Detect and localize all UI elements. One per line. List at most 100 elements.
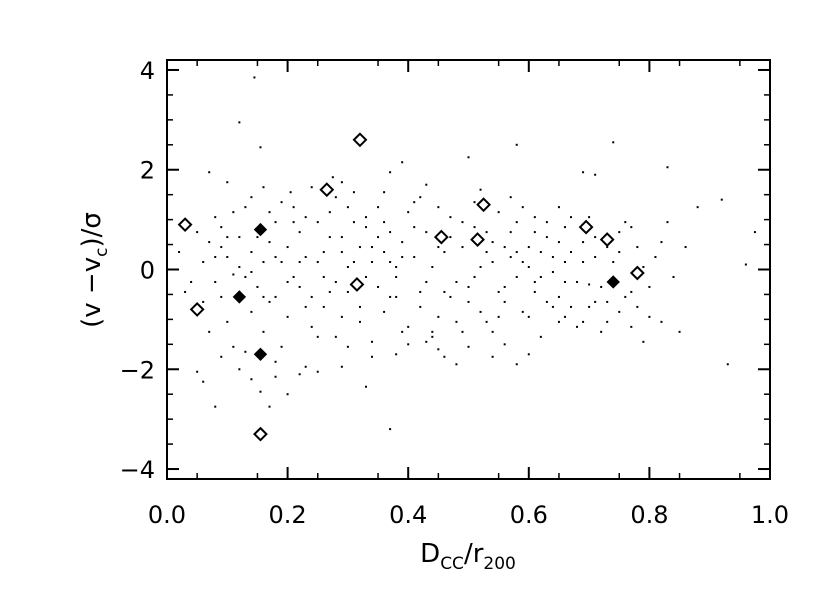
data-point-dot: [539, 251, 542, 254]
data-point-dot: [431, 266, 434, 269]
data-point-open-diamond: [629, 265, 645, 281]
data-point-dot: [322, 251, 325, 254]
data-point-open-diamond: [253, 426, 268, 442]
data-point-dot: [515, 143, 518, 146]
x-axis-label: DCC/r200: [420, 539, 516, 574]
data-point-dot: [485, 231, 488, 234]
data-point-dot: [364, 275, 367, 278]
data-point-dot: [298, 285, 301, 288]
data-point-dot: [744, 263, 747, 266]
data-point-dot: [612, 141, 615, 144]
data-point-dot: [340, 181, 343, 184]
data-point-dot: [479, 266, 482, 269]
data-point-dot: [226, 256, 229, 259]
data-point-dot: [443, 290, 446, 293]
data-point-dot: [582, 320, 585, 323]
data-point-dot: [720, 198, 723, 201]
data-point-dot: [515, 275, 518, 278]
data-point-dot: [527, 353, 530, 356]
data-point-dot: [533, 290, 536, 293]
data-point-dot: [437, 348, 440, 351]
data-point-dot: [425, 280, 428, 283]
data-point-dot: [630, 290, 633, 293]
data-point-open-diamond: [476, 197, 491, 213]
data-point-dot: [214, 405, 217, 408]
data-point-dot: [485, 251, 488, 254]
plot-frame: [166, 59, 771, 480]
data-point-dot: [208, 171, 211, 174]
data-point-dot: [437, 315, 440, 318]
data-point-dot: [268, 211, 271, 214]
data-point-dot: [491, 241, 494, 244]
data-point-dot: [551, 256, 554, 259]
data-point-dot: [340, 236, 343, 239]
data-point-dot: [331, 176, 334, 179]
data-point-dot: [340, 251, 343, 254]
data-point-dot: [262, 186, 265, 189]
x-tick-label: 0.6: [510, 501, 548, 529]
data-point-dot: [383, 251, 386, 254]
data-point-dot: [624, 295, 627, 298]
data-point-dot: [274, 256, 277, 259]
data-point-dot: [497, 315, 500, 318]
data-point-dot: [274, 375, 277, 378]
data-point-dot: [570, 216, 573, 219]
data-point-dot: [545, 221, 548, 224]
data-point-open-diamond: [319, 182, 335, 198]
data-point-dot: [389, 231, 392, 234]
data-point-dot: [473, 201, 476, 204]
data-point-dot: [395, 275, 398, 278]
data-point-dot: [455, 320, 458, 323]
data-point-dot: [407, 325, 410, 328]
data-point-dot: [419, 290, 422, 293]
data-point-dot: [202, 300, 205, 303]
data-point-dot: [461, 221, 464, 224]
data-point-dot: [226, 181, 229, 184]
data-point-dot: [533, 216, 536, 219]
data-point-dot: [371, 355, 374, 358]
data-point-dot: [322, 275, 325, 278]
data-point-dot: [401, 330, 404, 333]
data-point-dot: [304, 305, 307, 308]
data-point-dot: [630, 226, 633, 229]
data-point-dot: [636, 305, 639, 308]
data-point-dot: [286, 393, 289, 396]
data-point-dot: [437, 246, 440, 249]
data-point-dot: [383, 191, 386, 194]
data-point-dot: [280, 345, 283, 348]
data-point-open-diamond: [433, 229, 449, 245]
data-point-dot: [268, 300, 271, 303]
data-point-dot: [503, 343, 506, 346]
data-point-dot: [190, 280, 193, 283]
data-point-filled-diamond: [232, 290, 247, 304]
data-point-dot: [594, 256, 597, 259]
data-point-dot: [557, 320, 560, 323]
data-point-dot: [340, 315, 343, 318]
data-point-dot: [202, 261, 205, 264]
data-point-dot: [588, 283, 591, 286]
data-point-dot: [594, 236, 597, 239]
data-point-dot: [322, 305, 325, 308]
data-point-dot: [364, 385, 367, 388]
data-point-dot: [238, 121, 241, 124]
data-point-dot: [371, 261, 374, 264]
data-point-dot: [527, 266, 530, 269]
data-point-dot: [515, 221, 518, 224]
x-tick-label: 0.2: [269, 501, 307, 529]
data-point-dot: [467, 285, 470, 288]
data-point-dot: [521, 206, 524, 209]
data-point-dot: [304, 216, 307, 219]
data-point-dot: [527, 246, 530, 249]
data-point-dot: [389, 171, 392, 174]
data-point-dot: [660, 320, 663, 323]
data-point-dot: [250, 196, 253, 199]
data-point-dot: [570, 305, 573, 308]
data-point-dot: [672, 275, 675, 278]
data-point-dot: [419, 305, 422, 308]
data-point-dot: [250, 270, 253, 273]
y-tick-label: 2: [140, 157, 155, 185]
data-point-dot: [208, 330, 211, 333]
data-point-dot: [316, 335, 319, 338]
data-points: [177, 76, 756, 442]
data-point-dot: [503, 285, 506, 288]
